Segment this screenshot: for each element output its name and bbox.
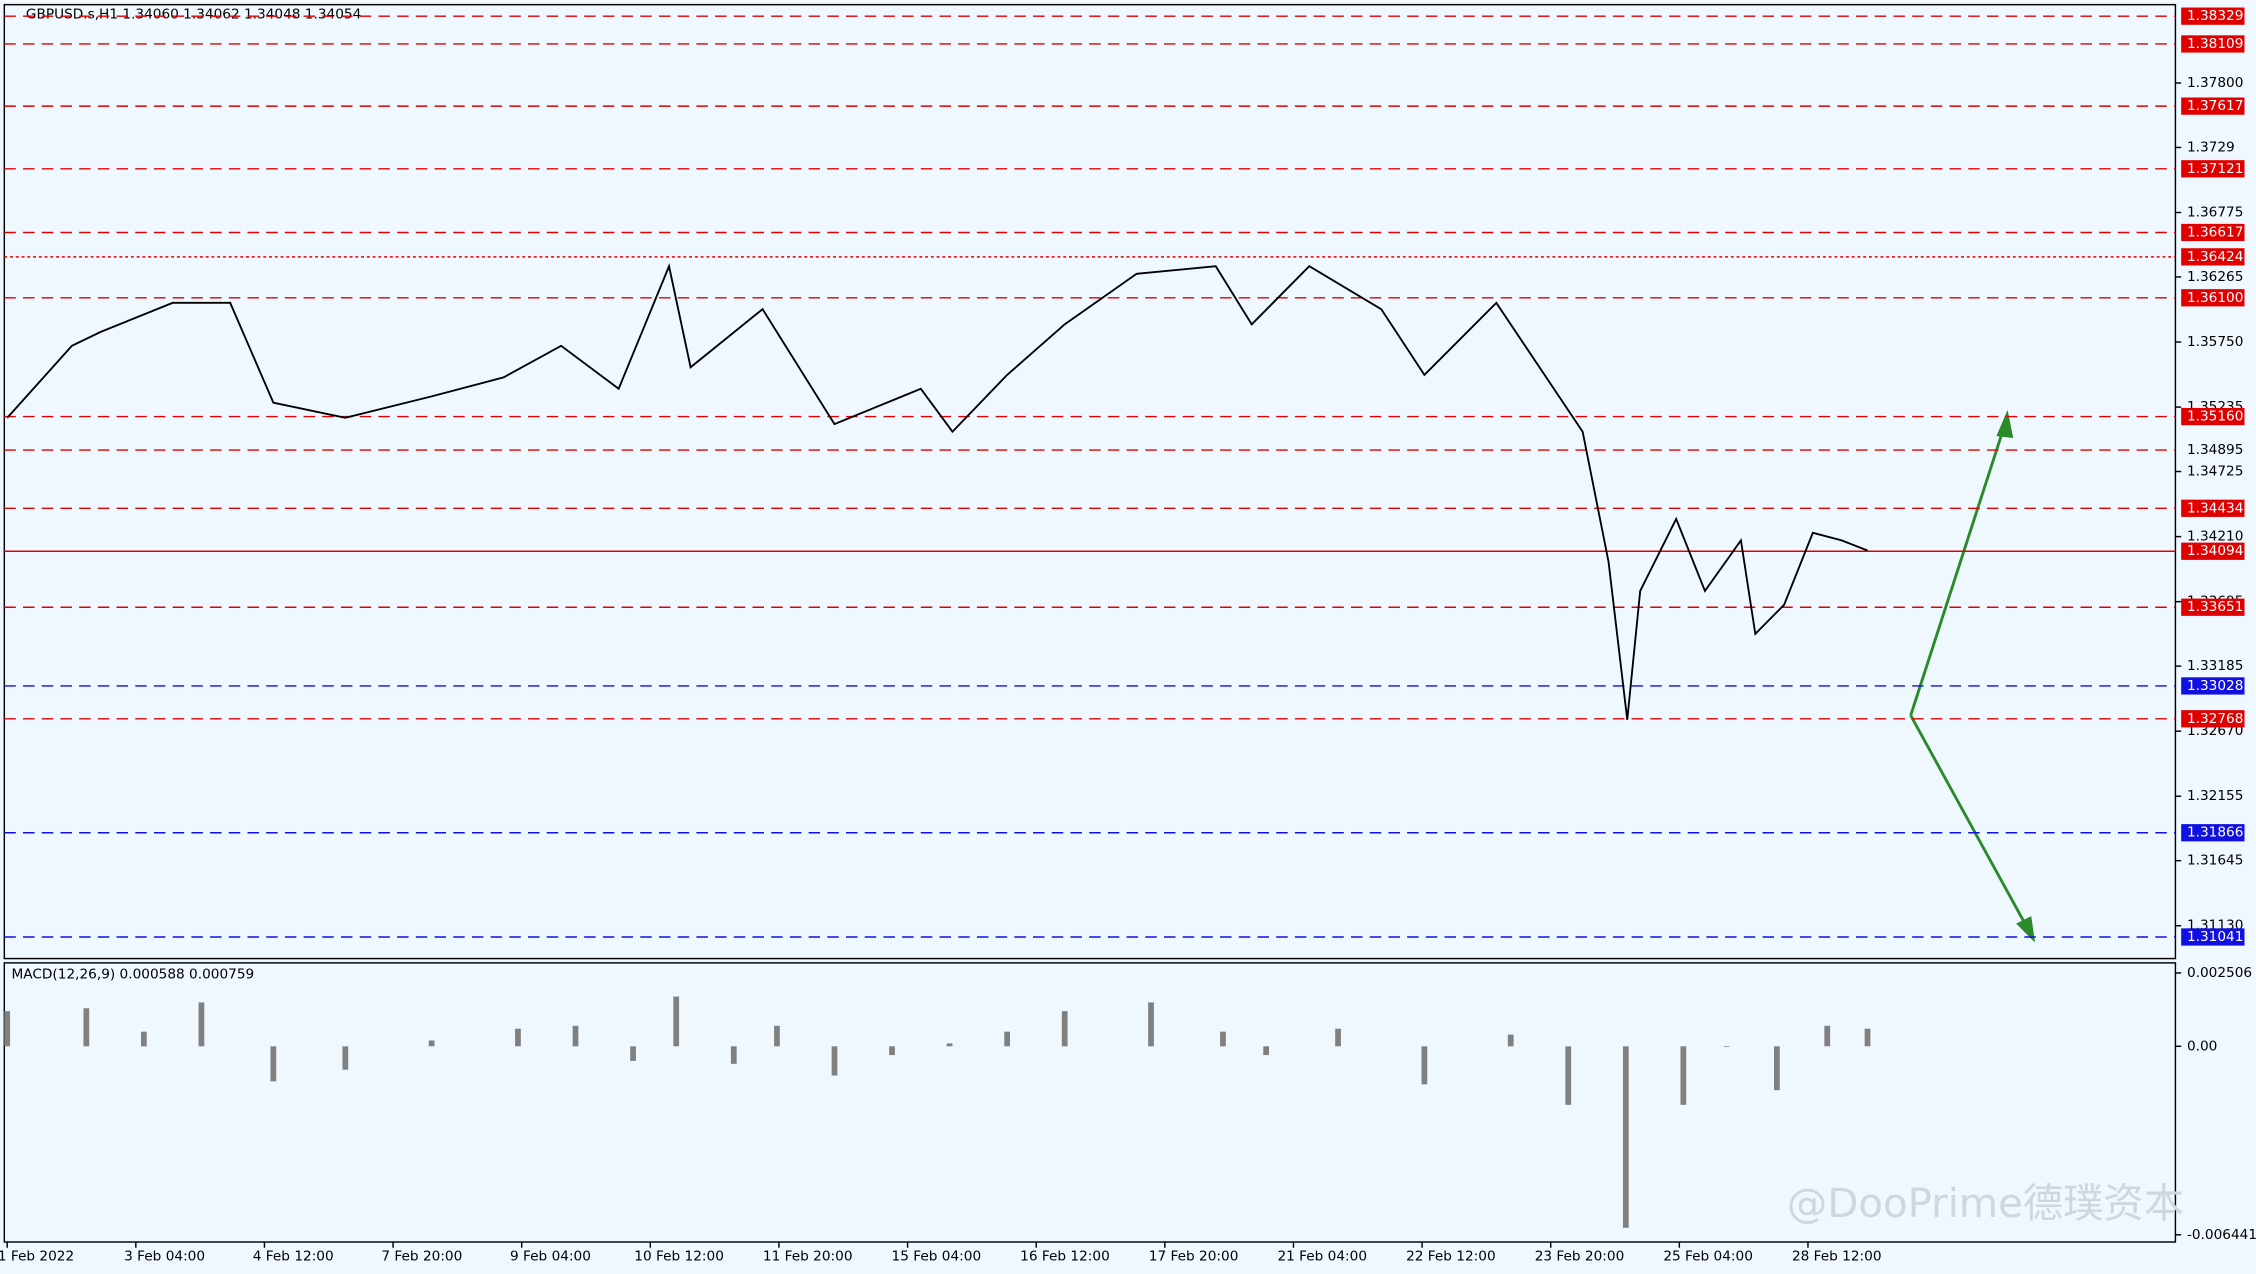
macd-bar	[141, 1031, 147, 1047]
macd-bar	[831, 1046, 838, 1076]
y-tick-label: 1.34210	[2187, 529, 2243, 545]
level-box	[2181, 407, 2245, 426]
y-tick-label: 1.34725	[2187, 464, 2243, 480]
macd-tick-label: -0.006441	[2187, 1227, 2256, 1243]
level-box	[2181, 223, 2245, 242]
y-tick-label: 1.36265	[2187, 269, 2243, 285]
macd-bar	[515, 1028, 521, 1047]
watermark: @DooPrime德璞资本	[1787, 1181, 2184, 1227]
level-label: 1.31866	[2187, 825, 2243, 841]
macd-bar	[1335, 1028, 1341, 1047]
macd-tick-label: 0.002506	[2187, 965, 2252, 981]
time-label: 25 Feb 04:00	[1663, 1248, 1753, 1264]
level-label: 1.34895	[2187, 442, 2243, 458]
level-label: 1.38329	[2187, 8, 2243, 24]
time-label: 16 Feb 12:00	[1020, 1248, 1110, 1264]
time-label: 22 Feb 12:00	[1406, 1248, 1496, 1264]
price-line	[6, 263, 1868, 720]
macd-bar	[1148, 1002, 1154, 1047]
level-label: 1.37121	[2187, 161, 2243, 177]
level-box	[2181, 7, 2245, 25]
level-label: 1.31041	[2187, 929, 2243, 945]
macd-frame	[3, 962, 2177, 1243]
level-label: 1.33028	[2187, 678, 2243, 694]
level-label: 1.34434	[2187, 500, 2243, 516]
level-box	[2181, 97, 2245, 115]
macd-bar	[342, 1046, 349, 1070]
time-label: 23 Feb 20:00	[1535, 1248, 1625, 1264]
macd-bar	[730, 1046, 737, 1064]
macd-tick-label: 0.00	[2187, 1038, 2217, 1054]
y-tick-label: 1.33185	[2187, 658, 2243, 674]
time-label: 17 Feb 20:00	[1149, 1248, 1239, 1264]
level-label: 1.36617	[2187, 224, 2243, 240]
macd-bar	[1622, 1046, 1629, 1228]
level-box	[2181, 499, 2245, 517]
y-tick-label: 1.36775	[2187, 205, 2243, 221]
time-label: 21 Feb 04:00	[1277, 1248, 1367, 1264]
level-label: 1.38109	[2187, 36, 2243, 52]
macd-bar	[673, 996, 680, 1047]
level-label: 1.33651	[2187, 599, 2243, 615]
level-box	[2181, 710, 2245, 728]
macd-bar	[1723, 1046, 1730, 1048]
level-label: 1.35160	[2187, 409, 2243, 425]
time-label: 1 Feb 2022	[0, 1248, 74, 1264]
macd-bar	[774, 1025, 780, 1047]
level-label: 1.36424	[2187, 249, 2243, 265]
macd-bar	[1824, 1025, 1831, 1047]
macd-bar	[1004, 1031, 1011, 1047]
level-box	[2181, 824, 2245, 842]
macd-bar	[572, 1025, 579, 1047]
macd-bar	[270, 1046, 277, 1082]
macd-bar	[1565, 1046, 1572, 1105]
macd-bar	[1263, 1046, 1269, 1056]
level-box	[2181, 542, 2245, 560]
macd-title: MACD(12,26,9) 0.000588 0.000759	[12, 966, 255, 982]
macd-bar	[889, 1046, 895, 1056]
level-label: 1.37617	[2187, 98, 2243, 114]
time-label: 28 Feb 12:00	[1792, 1248, 1882, 1264]
time-label: 3 Feb 04:00	[124, 1248, 205, 1264]
macd-bar	[1061, 1011, 1068, 1047]
forecast-arrows	[1909, 409, 2036, 943]
level-box	[2181, 248, 2245, 266]
macd-bar	[198, 1002, 205, 1047]
y-tick-label: 1.35750	[2187, 334, 2243, 350]
time-label: 7 Feb 20:00	[381, 1248, 462, 1264]
y-tick-label: 1.37800	[2187, 75, 2243, 91]
y-tick-label: 1.32155	[2187, 788, 2243, 804]
y-tick-label: 1.31645	[2187, 853, 2243, 869]
time-label: 11 Feb 20:00	[763, 1248, 853, 1264]
macd-bar	[1680, 1046, 1687, 1105]
macd-bar	[630, 1046, 636, 1061]
time-label: 9 Feb 04:00	[510, 1248, 591, 1264]
macd-bar	[1421, 1046, 1428, 1085]
macd-bar	[946, 1043, 953, 1047]
time-label: 15 Feb 04:00	[892, 1248, 982, 1264]
level-box	[2181, 677, 2245, 695]
macd-bar	[83, 1008, 90, 1047]
y-tick-label: 1.3729	[2187, 139, 2235, 155]
level-label: 1.32768	[2187, 711, 2243, 727]
macd-bar	[1220, 1031, 1226, 1047]
level-box	[2181, 160, 2245, 178]
main-frame	[3, 3, 2177, 960]
level-box	[2181, 289, 2245, 307]
time-label: 4 Feb 12:00	[253, 1248, 334, 1264]
symbol-info: GBPUSD.s,H1 1.34060 1.34062 1.34048 1.34…	[26, 7, 361, 23]
level-box	[2181, 598, 2245, 616]
level-label: 1.34094	[2187, 543, 2243, 559]
level-box	[2181, 35, 2245, 53]
level-box	[2181, 928, 2245, 946]
macd-bar	[428, 1040, 435, 1047]
macd-bar	[1864, 1028, 1871, 1047]
macd-bar	[4, 1011, 11, 1047]
time-label: 10 Feb 12:00	[634, 1248, 724, 1264]
level-label: 1.36100	[2187, 290, 2243, 306]
macd-bar	[1774, 1046, 1780, 1091]
macd-bar	[1507, 1034, 1514, 1047]
